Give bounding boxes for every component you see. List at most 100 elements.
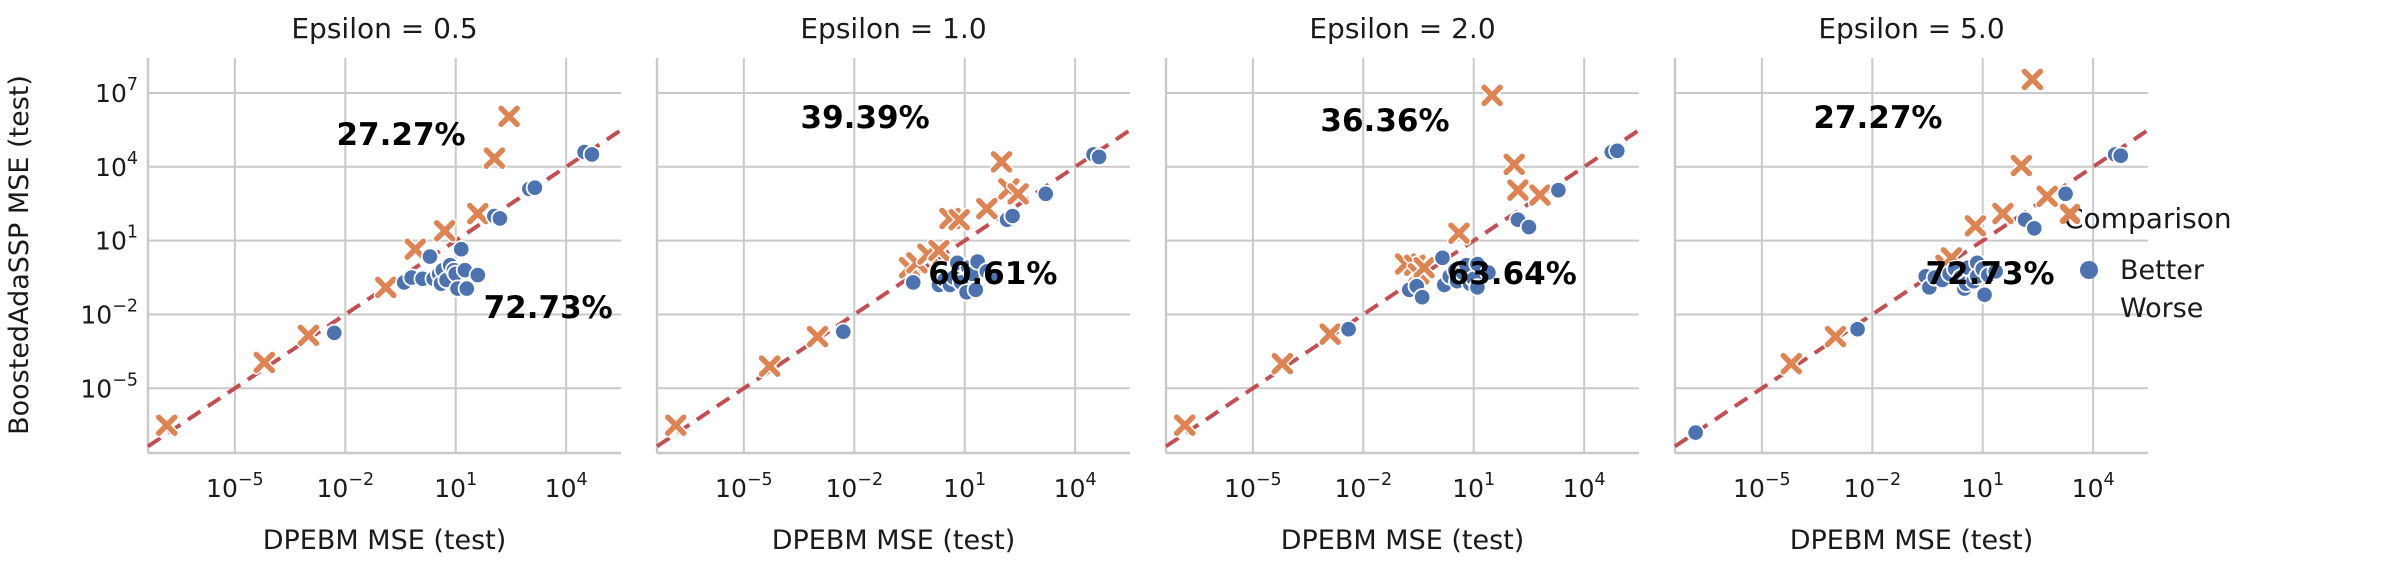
worse-point (2036, 185, 2058, 208)
panel-title: Epsilon = 2.0 (1309, 12, 1495, 45)
better-point (2111, 146, 2130, 165)
x-axis-label: DPEBM MSE (test) (772, 525, 1016, 556)
worse-point (2010, 154, 2033, 177)
better-point (1036, 184, 1055, 203)
better-point (490, 209, 509, 228)
better-point (1986, 262, 2005, 281)
better-point (1433, 248, 1452, 267)
better-point (1468, 278, 1487, 297)
worse-point (1507, 179, 1529, 201)
x-axis-label: DPEBM MSE (test) (1281, 525, 1525, 556)
worse-point (806, 325, 829, 348)
worse-point (928, 239, 950, 262)
legend: Comparison Better Worse (2058, 202, 2232, 327)
x-tick-label: 10−2 (316, 470, 374, 503)
percentage-annotation: 63.64% (1448, 256, 1577, 292)
worse-point (404, 238, 426, 260)
better-point (420, 247, 440, 266)
x-tick-label: 101 (943, 470, 986, 503)
better-point (904, 273, 923, 292)
x-tick-label: 10−5 (1224, 470, 1282, 503)
better-point (966, 280, 985, 299)
y-tick-label: 107 (95, 75, 138, 108)
panel-0.5: 27.27% 72.73% Epsilon = 0.5 10−5 10−2 101 104 D… (146, 12, 623, 556)
y-tick-label: 104 (95, 149, 138, 182)
x-tick-label: 10−2 (1334, 470, 1392, 503)
better-point (1479, 263, 1498, 282)
x-tick-label: 101 (434, 470, 477, 503)
percentage-annotation: 39.39% (801, 100, 930, 136)
better-point (582, 145, 602, 164)
worse-point (1481, 84, 1503, 107)
worse-point (1448, 222, 1470, 244)
x-tick-label: 104 (1563, 470, 1606, 503)
x-tick-label: 10−5 (1733, 470, 1791, 503)
worse-point (1964, 215, 1987, 237)
y-tick-label: 101 (95, 223, 138, 256)
worse-point (948, 208, 970, 231)
better-point (1413, 288, 1432, 307)
percentage-annotation: 36.36% (1320, 103, 1449, 139)
x-tick-label: 104 (2072, 470, 2115, 503)
x-tick-label: 104 (1054, 470, 1097, 503)
better-point (983, 267, 1002, 286)
legend-title: Comparison (2064, 202, 2232, 235)
better-point (1608, 141, 1627, 160)
y-axis-label: BoostedAdaSSP MSE (test) (4, 75, 35, 435)
worse-point (156, 414, 178, 436)
identity-line (655, 128, 1132, 449)
panel-2.0: 36.36% 63.64% Epsilon = 2.0 10−5 10−2 101 104 D… (1164, 12, 1641, 556)
panel-1.0: 39.39% 60.61% Epsilon = 1.0 10−5 10−2 101 104 D… (655, 12, 1132, 556)
x-tick-label: 10−2 (825, 470, 883, 503)
x-axis-label: DPEBM MSE (test) (263, 525, 507, 556)
worse-point (375, 276, 397, 299)
worse-point (976, 197, 998, 220)
worse-point (1413, 256, 1435, 279)
better-point (1519, 217, 1539, 237)
better-point (1848, 320, 1867, 339)
better-point (452, 240, 471, 259)
worse-point (758, 355, 781, 377)
worse-point (1529, 184, 1551, 206)
panel-5.0: 27.27% 72.73% Epsilon = 5.0 10−5 10−2 101 104 D… (1673, 12, 2150, 556)
y-tick-label: 10−2 (80, 296, 138, 329)
x-tick-label: 101 (1452, 470, 1495, 503)
worse-point (1174, 414, 1196, 436)
panel-title: Epsilon = 1.0 (800, 12, 986, 45)
better-point (1686, 423, 1705, 442)
worse-point (1271, 352, 1294, 375)
legend-item-label: Worse (2120, 292, 2204, 324)
worse-point (1824, 325, 1847, 348)
percentage-annotation: 27.27% (336, 117, 465, 153)
worse-point (297, 324, 320, 347)
worse-point (665, 414, 687, 436)
better-point (2056, 184, 2075, 203)
panel-title: Epsilon = 5.0 (1818, 12, 2004, 45)
better-point (834, 322, 853, 341)
legend-item-better: Better (2058, 251, 2232, 289)
worse-point (483, 147, 506, 169)
x-tick-label: 104 (545, 470, 588, 503)
y-tick-label: 10−5 (80, 370, 138, 403)
percentage-annotation: 72.73% (1925, 256, 2054, 292)
x-tick-label: 10−5 (206, 470, 264, 503)
better-point (468, 265, 487, 285)
worse-point (498, 105, 520, 128)
worse-point (433, 220, 456, 242)
legend-item-worse: Worse (2058, 203, 2232, 327)
better-point (1339, 320, 1358, 339)
better-point (325, 323, 344, 343)
worse-point (990, 151, 1013, 173)
x-axis-label: DPEBM MSE (test) (1790, 525, 2034, 556)
worse-point (1780, 352, 1803, 375)
better-point (1549, 181, 1568, 200)
panel-title: Epsilon = 0.5 (291, 12, 477, 45)
worse-point (1319, 323, 1341, 345)
x-tick-label: 10−2 (1843, 470, 1901, 503)
better-marker-icon (2058, 261, 2120, 279)
worse-point (1503, 153, 1525, 176)
worse-point (467, 202, 489, 225)
worse-point (1992, 202, 2014, 225)
